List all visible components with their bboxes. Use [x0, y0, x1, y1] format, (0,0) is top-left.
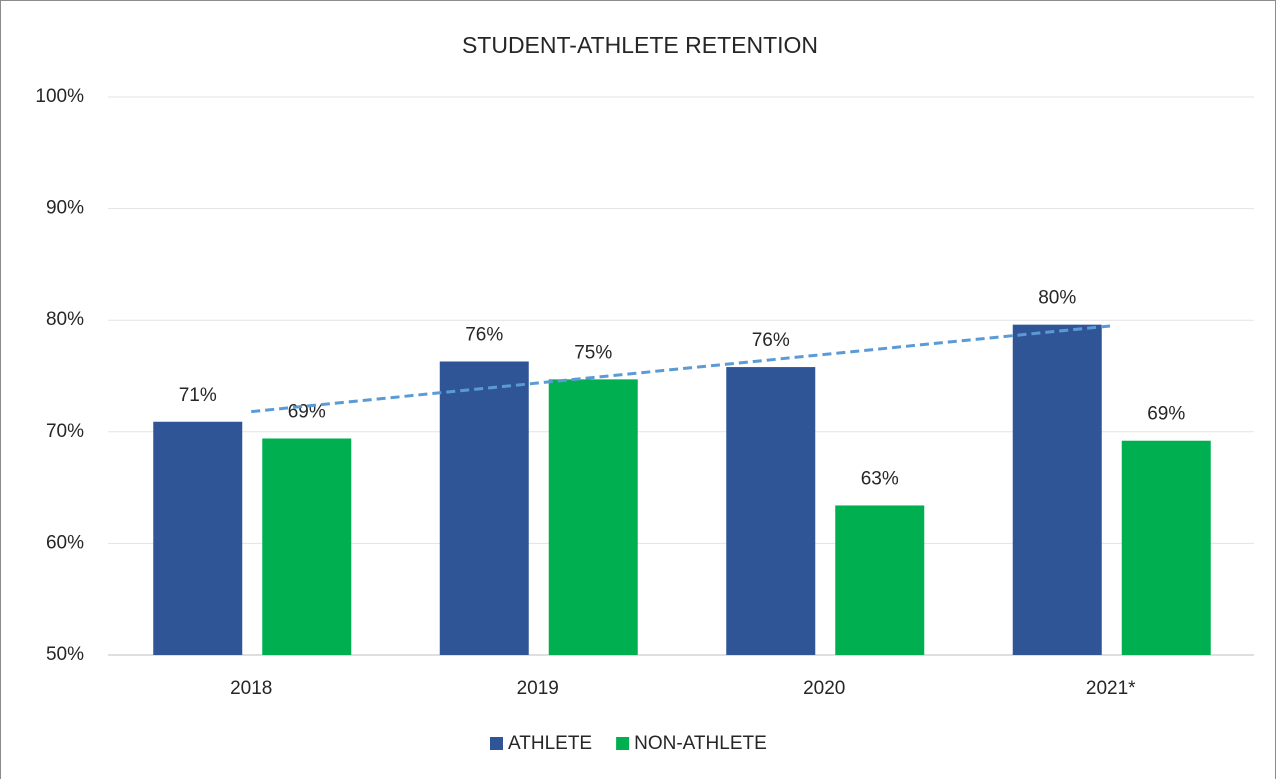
y-tick-label: 90%: [46, 198, 84, 219]
y-tick-label: 50%: [46, 644, 84, 665]
y-tick-label: 70%: [46, 421, 84, 442]
data-label: 80%: [1038, 288, 1076, 309]
bar: [835, 505, 925, 655]
trendline: [251, 324, 1111, 414]
legend-swatch: [490, 737, 503, 750]
legend-label: ATHLETE: [508, 733, 592, 754]
bar: [548, 379, 638, 655]
bar: [153, 421, 243, 655]
bar: [262, 438, 352, 655]
y-tick-label: 100%: [35, 86, 84, 107]
legend-label: NON-ATHLETE: [634, 733, 767, 754]
data-label: 69%: [288, 402, 326, 423]
data-label: 71%: [179, 385, 217, 406]
y-tick-label: 80%: [46, 309, 84, 330]
data-label: 63%: [861, 468, 899, 489]
data-label: 76%: [465, 325, 503, 346]
x-tick-label: 2020: [803, 678, 845, 699]
y-tick-label: 60%: [46, 532, 84, 553]
data-label: 76%: [752, 330, 790, 351]
bar: [439, 361, 529, 655]
x-tick-label: 2021*: [1086, 678, 1136, 699]
data-label: 69%: [1147, 404, 1185, 425]
bar: [1012, 324, 1102, 655]
chart-title: STUDENT-ATHLETE RETENTION: [462, 32, 818, 58]
x-tick-label: 2018: [230, 678, 272, 699]
legend-swatch: [616, 737, 630, 750]
x-tick-label: 2019: [517, 678, 559, 699]
bar: [1121, 440, 1211, 655]
data-label: 75%: [574, 342, 612, 363]
bar: [726, 367, 816, 655]
